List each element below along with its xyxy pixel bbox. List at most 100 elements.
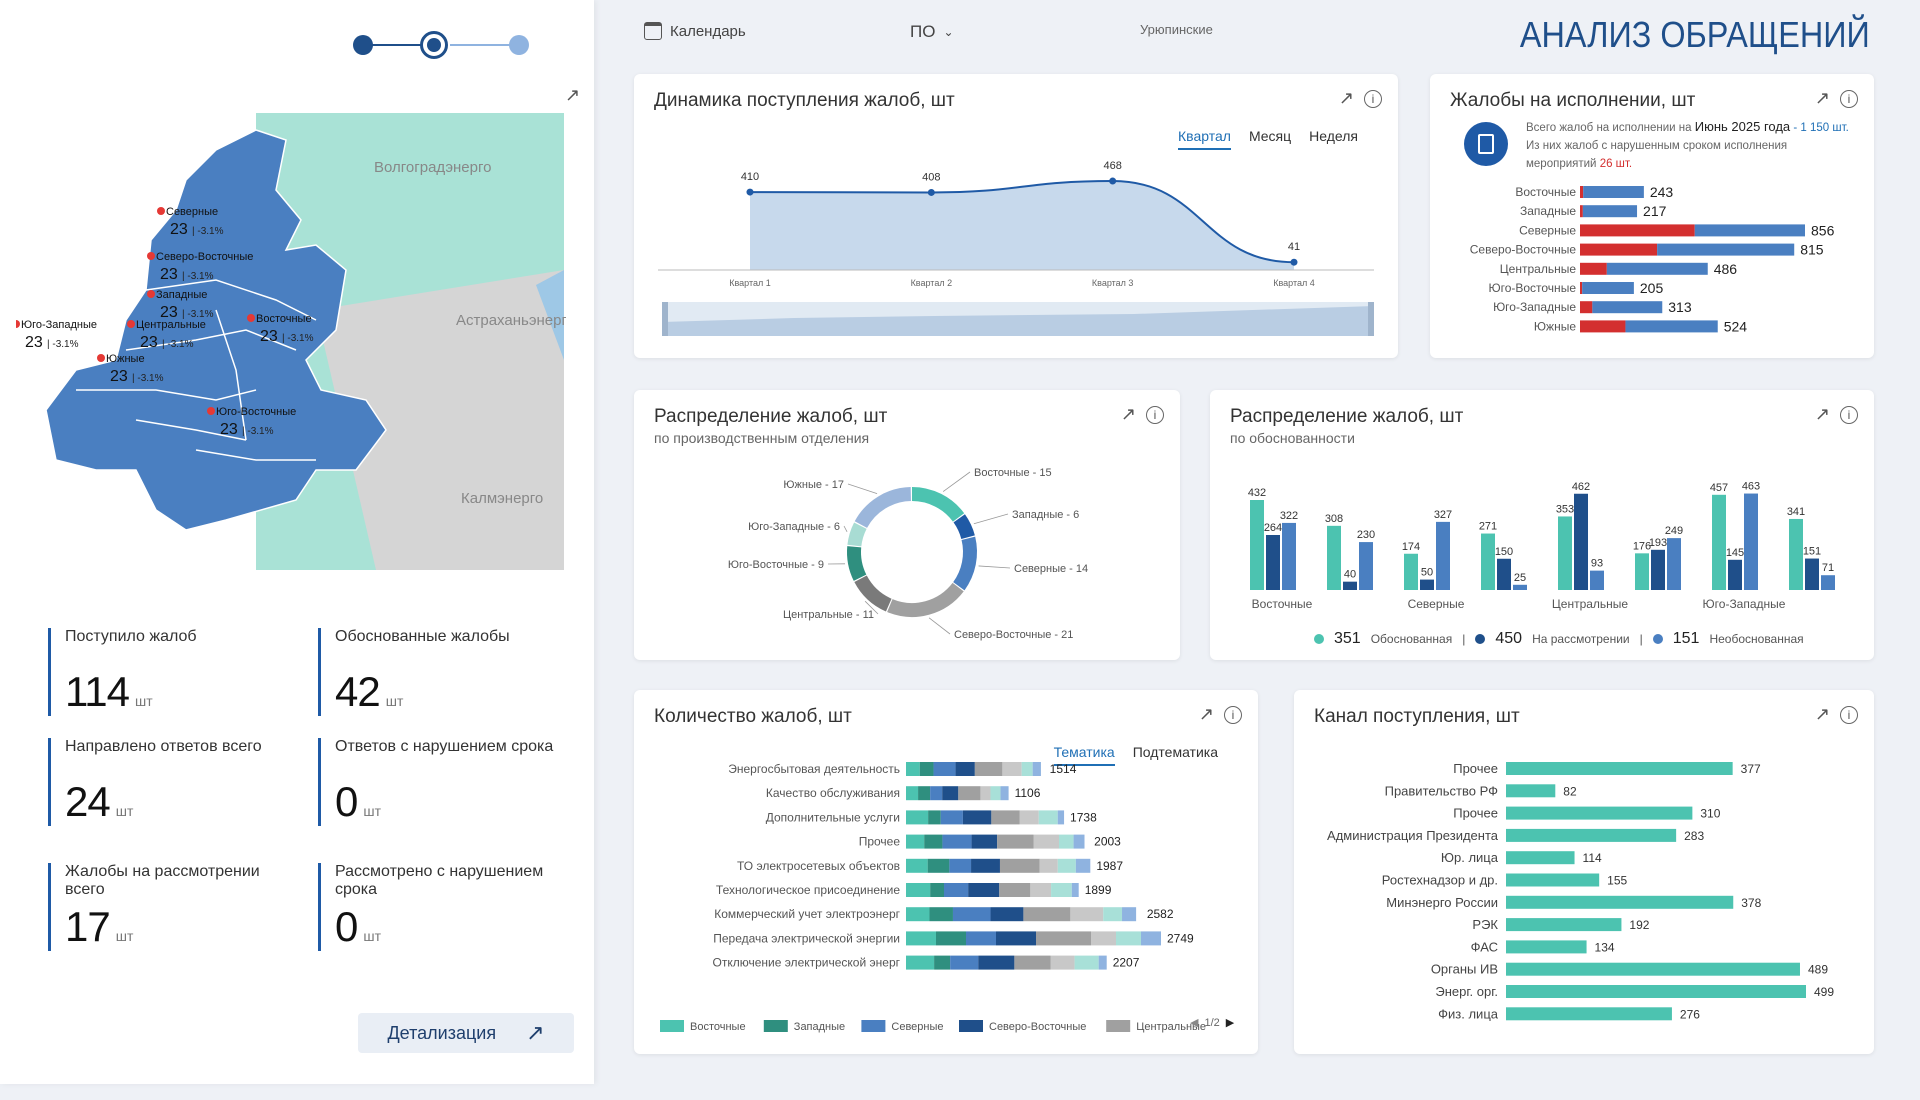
map-region-label[interactable]: Северные 23 | -3.1% [157,206,224,238]
bar[interactable] [1420,579,1434,590]
bar[interactable] [1558,516,1572,590]
data-point[interactable] [746,188,754,196]
bar-segment[interactable] [1098,955,1107,970]
expand-icon[interactable]: ↗ [1814,704,1830,724]
bar-segment[interactable] [1073,834,1085,849]
info-icon[interactable]: i [1224,705,1242,724]
expand-icon[interactable]: ↗ [1338,88,1354,108]
bar-segment[interactable] [1071,883,1079,897]
bar-segment[interactable] [906,762,920,776]
bar[interactable] [1282,522,1296,590]
step-3[interactable] [509,35,529,55]
bar-segment[interactable] [1019,810,1039,825]
bar-normal[interactable] [1583,186,1644,198]
bar[interactable] [1789,518,1803,590]
bar-overdue[interactable] [1580,243,1658,256]
info-icon[interactable]: i [1840,89,1858,108]
bar[interactable] [1635,553,1649,590]
bar-segment[interactable] [999,883,1031,897]
bar-segment[interactable] [906,810,929,825]
bar-segment[interactable] [934,955,951,970]
donut-slice[interactable] [854,487,912,529]
bar-overdue[interactable] [1580,205,1583,218]
bar[interactable] [1359,542,1373,590]
bar-segment[interactable] [936,931,966,946]
bar-segment[interactable] [927,858,950,873]
bar[interactable] [1436,521,1450,590]
bar-normal[interactable] [1606,262,1708,275]
bar-segment[interactable] [1002,762,1022,776]
bar-segment[interactable] [991,810,1020,825]
info-icon[interactable]: i [1840,705,1858,724]
donut-slice[interactable] [953,514,975,540]
bar[interactable] [1497,558,1511,590]
bar[interactable] [1821,575,1835,590]
slider-handle-right[interactable] [1368,302,1374,336]
bar[interactable] [1506,895,1734,909]
tab-week[interactable]: Неделя [1309,128,1358,144]
next-page-icon[interactable]: ▶ [1225,1017,1235,1029]
bar[interactable] [1506,828,1677,842]
bar-segment[interactable] [1036,931,1091,946]
bar-segment[interactable] [1038,810,1058,825]
bar-segment[interactable] [958,786,981,801]
bar-segment[interactable] [974,762,1003,776]
prev-page-icon[interactable]: ◀ [1190,1017,1199,1029]
expand-icon[interactable]: ↗ [1814,404,1830,424]
map-region-label[interactable]: Центральные 23 | -3.1% [127,319,206,351]
bar-segment[interactable] [1057,810,1065,825]
bar-segment[interactable] [1074,955,1099,970]
bar-segment[interactable] [978,955,1015,970]
bar-segment[interactable] [966,931,996,946]
bar-segment[interactable] [919,762,934,776]
bar[interactable] [1506,851,1575,865]
bar[interactable] [1651,549,1665,590]
bar-segment[interactable] [1023,907,1071,922]
donut-slice[interactable] [911,487,965,522]
tab-month[interactable]: Месяц [1248,128,1292,144]
bar-segment[interactable] [942,786,959,801]
bar[interactable] [1574,493,1588,590]
info-icon[interactable]: i [1840,405,1858,424]
bar-segment[interactable] [906,883,931,897]
map-region-label[interactable]: Восточные 23 | -3.1% [247,313,314,345]
bar-segment[interactable] [940,810,963,825]
bar-segment[interactable] [924,834,943,849]
bar-segment[interactable] [942,834,972,849]
bar[interactable] [1712,494,1726,590]
bar[interactable] [1513,584,1527,590]
donut-slice[interactable] [847,546,867,581]
bar-segment[interactable] [1032,762,1041,776]
bar-overdue[interactable] [1580,186,1584,198]
info-icon[interactable]: i [1364,89,1382,108]
slider-handle-left[interactable] [662,302,668,336]
bar-segment[interactable] [928,810,941,825]
step-1[interactable] [353,35,373,55]
bar[interactable] [1506,784,1556,798]
bar-overdue[interactable] [1580,282,1583,294]
bar-segment[interactable] [971,834,998,849]
bar[interactable] [1506,806,1693,820]
tab-subtopic[interactable]: Подтематика [1132,744,1218,760]
bar-segment[interactable] [950,955,979,970]
bar-segment[interactable] [962,810,992,825]
bar[interactable] [1404,553,1418,590]
bar[interactable] [1481,533,1495,590]
bar[interactable] [1506,762,1733,775]
bar[interactable] [1506,1007,1672,1021]
bar-segment[interactable] [1057,858,1076,873]
donut-slice[interactable] [953,536,977,591]
bar[interactable] [1250,500,1264,590]
details-button[interactable]: Детализация ↗ [358,1013,574,1053]
bar-segment[interactable] [1030,883,1052,897]
bar-normal[interactable] [1582,282,1634,294]
bar-segment[interactable] [952,907,991,922]
bar-segment[interactable] [906,834,925,849]
bar-segment[interactable] [999,858,1040,873]
data-point[interactable] [1109,177,1117,185]
step-2-active[interactable] [420,31,448,59]
bar-segment[interactable] [1070,907,1104,922]
calendar-filter[interactable]: Календарь [644,22,746,40]
bar-segment[interactable] [943,883,969,897]
bar[interactable] [1744,493,1758,590]
